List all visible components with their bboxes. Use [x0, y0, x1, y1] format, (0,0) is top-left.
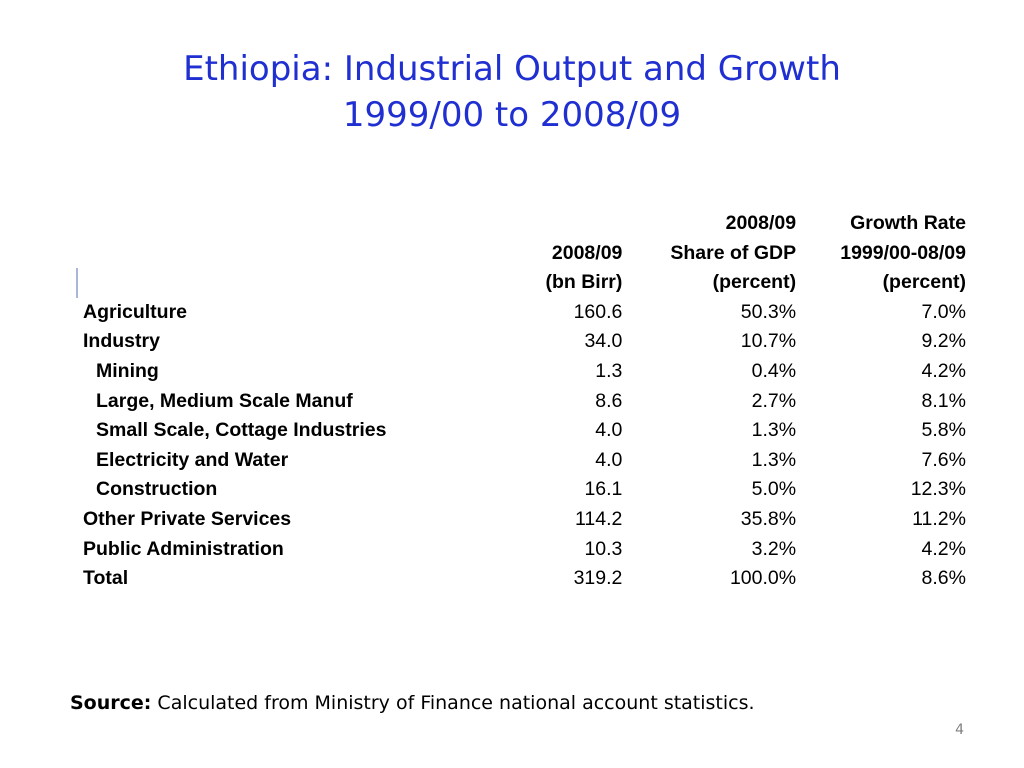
slide-title: Ethiopia: Industrial Output and Growth 1… [0, 46, 1024, 138]
growth-rate-cell: 8.6% [921, 567, 966, 590]
output-bn-birr-cell: 1.3 [595, 359, 623, 382]
header-cell: (percent) [712, 271, 797, 294]
gdp-share-cell: 100.0% [729, 567, 797, 590]
output-bn-birr-cell: 319.2 [573, 567, 623, 590]
gdp-share-cell: 2.7% [751, 389, 797, 412]
row-label: Agriculture [83, 300, 188, 323]
output-bn-birr-cell: 16.1 [584, 478, 623, 501]
source-note: Source: Calculated from Ministry of Fina… [70, 690, 755, 716]
table-row: Electricity and Water 4.0 1.3% 7.6% [76, 446, 966, 476]
page-number: 4 [955, 722, 964, 738]
output-bn-birr-cell: 34.0 [584, 330, 623, 353]
gdp-share-cell: 0.4% [751, 359, 797, 382]
gdp-share-cell: 10.7% [740, 330, 797, 353]
gdp-share-cell: 3.2% [751, 537, 797, 560]
table-row: Large, Medium Scale Manuf 8.6 2.7% 8.1% [76, 387, 966, 417]
output-bn-birr-cell: 114.2 [575, 507, 623, 530]
growth-rate-cell: 9.2% [921, 330, 966, 353]
growth-rate-cell: 4.2% [921, 359, 966, 382]
growth-rate-cell: 8.1% [921, 389, 966, 412]
gdp-share-cell: 1.3% [751, 419, 797, 442]
title-line-2: 1999/00 to 2008/09 [342, 95, 682, 135]
header-cell [76, 209, 502, 239]
gdp-share-cell: 1.3% [751, 448, 797, 471]
row-label: Electricity and Water [96, 448, 289, 471]
output-bn-birr-cell: 4.0 [595, 448, 623, 471]
header-cell: Growth Rate [850, 212, 966, 234]
gdp-share-cell: 50.3% [740, 300, 797, 323]
header-cell [76, 239, 502, 269]
header-row-3: (bn Birr) (percent) (percent) [76, 268, 966, 298]
row-label: Industry [83, 330, 160, 353]
growth-rate-cell: 4.2% [921, 537, 966, 560]
row-label: Construction [96, 478, 218, 501]
row-label: Large, Medium Scale Manuf [96, 389, 353, 412]
growth-rate-cell: 12.3% [910, 478, 966, 501]
source-text: Calculated from Ministry of Finance nati… [151, 692, 755, 714]
output-bn-birr-cell: 8.6 [595, 389, 623, 412]
growth-rate-cell: 7.0% [921, 300, 966, 323]
header-cell [502, 209, 622, 239]
table-body: Agriculture 160.6 50.3% 7.0% Industry 34.0 10.… [76, 298, 966, 594]
output-bn-birr-cell: 160.6 [573, 300, 623, 323]
header-cell: 2008/09 [551, 241, 623, 264]
row-label: Public Administration [83, 537, 284, 560]
row-label: Other Private Services [83, 507, 292, 530]
table-row: Industry 34.0 10.7% 9.2% [76, 327, 966, 357]
industrial-output-table: 2008/09 Growth Rate 2008/09 Share of GDP… [76, 209, 966, 594]
gdp-share-cell: 35.8% [740, 507, 797, 530]
source-label: Source: [70, 692, 152, 714]
header-cell: 1999/00-08/09 [840, 241, 966, 264]
gdp-share-cell: 5.0% [751, 478, 797, 501]
header-row-2: 2008/09 Share of GDP 1999/00-08/09 [76, 239, 966, 269]
output-bn-birr-cell: 4.0 [595, 419, 623, 442]
table-row: Other Private Services 114.2 35.8% 11.2% [76, 505, 966, 535]
table-row: Construction 16.1 5.0% 12.3% [76, 475, 966, 505]
header-cell [76, 268, 502, 298]
table-row: Mining 1.3 0.4% 4.2% [76, 357, 966, 387]
header-cell: Share of GDP [670, 241, 797, 264]
table-row: Total 319.2 100.0% 8.6% [76, 564, 966, 594]
row-label: Mining [96, 359, 159, 382]
table-row: Public Administration 10.3 3.2% 4.2% [76, 535, 966, 565]
header-row-1: 2008/09 Growth Rate [76, 209, 966, 239]
growth-rate-cell: 5.8% [921, 419, 966, 442]
row-label: Total [83, 567, 129, 590]
text-cursor-marker [76, 268, 78, 298]
growth-rate-cell: 7.6% [921, 448, 966, 471]
header-cell: 2008/09 [725, 212, 797, 234]
growth-rate-cell: 11.2% [912, 507, 966, 530]
table-row: Agriculture 160.6 50.3% 7.0% [76, 298, 966, 328]
table-row: Small Scale, Cottage Industries 4.0 1.3% 5.… [76, 416, 966, 446]
header-cell: (bn Birr) [545, 271, 623, 294]
row-label: Small Scale, Cottage Industries [96, 419, 387, 442]
output-bn-birr-cell: 10.3 [584, 537, 623, 560]
header-cell: (percent) [882, 271, 966, 294]
title-line-1: Ethiopia: Industrial Output and Growth [183, 49, 841, 89]
